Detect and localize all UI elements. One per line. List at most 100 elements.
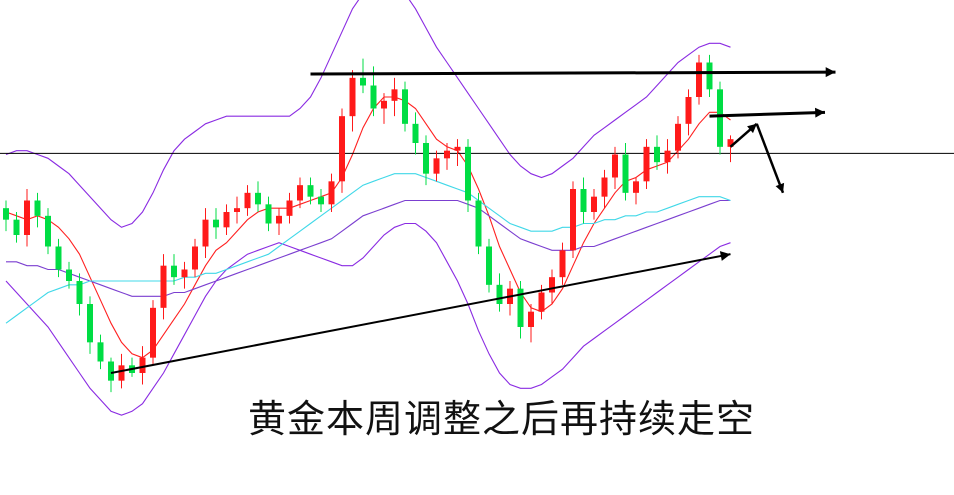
projection-segment bbox=[755, 123, 785, 194]
candle bbox=[517, 281, 524, 339]
arrow-head bbox=[775, 182, 785, 193]
candle-body bbox=[349, 77, 356, 117]
candle-body bbox=[118, 365, 125, 381]
candle-body bbox=[465, 146, 471, 201]
candle-body bbox=[34, 200, 41, 216]
candle-body bbox=[160, 265, 167, 308]
candle-body bbox=[307, 185, 314, 197]
candle bbox=[423, 135, 429, 186]
projection-arrow-1 bbox=[729, 122, 758, 148]
candle-body bbox=[559, 250, 566, 278]
candle-body bbox=[244, 192, 251, 209]
candle bbox=[580, 177, 587, 224]
candle-body bbox=[150, 307, 156, 358]
candle-body bbox=[24, 200, 30, 235]
candle-body bbox=[643, 146, 650, 182]
candle bbox=[339, 108, 345, 193]
candle-body bbox=[517, 288, 524, 327]
candle-body bbox=[549, 277, 555, 293]
candle-body bbox=[66, 269, 72, 281]
candle bbox=[97, 334, 104, 370]
candle-body bbox=[717, 89, 723, 147]
candle-body bbox=[171, 265, 177, 278]
moving-average-1 bbox=[5, 96, 731, 359]
candle bbox=[307, 177, 314, 205]
moving-averages bbox=[5, 96, 731, 359]
candle-body bbox=[486, 246, 492, 285]
candle-body bbox=[381, 100, 387, 109]
trendline-1 bbox=[110, 251, 731, 374]
candles bbox=[3, 54, 734, 393]
candle-body bbox=[675, 123, 681, 151]
candle bbox=[549, 269, 555, 304]
candle bbox=[685, 89, 692, 136]
candle-body bbox=[339, 116, 345, 182]
candle-body bbox=[370, 85, 377, 109]
candle bbox=[34, 192, 41, 228]
candle bbox=[160, 254, 167, 320]
candle bbox=[45, 208, 51, 255]
candle bbox=[706, 54, 713, 97]
candle bbox=[633, 177, 639, 205]
candle-body bbox=[601, 177, 608, 197]
candle bbox=[654, 135, 660, 170]
candle-body bbox=[622, 154, 629, 193]
annotation-text: 黄金本周调整之后再持续走空 bbox=[248, 397, 756, 441]
candle bbox=[570, 181, 576, 258]
candle bbox=[255, 181, 261, 212]
candle bbox=[150, 300, 156, 366]
candle bbox=[391, 77, 398, 117]
candle-body bbox=[727, 139, 734, 147]
candle bbox=[55, 238, 62, 278]
candle bbox=[622, 143, 629, 201]
candle-body bbox=[423, 143, 429, 174]
candle-body bbox=[391, 89, 398, 101]
candle-body bbox=[13, 219, 20, 235]
candle bbox=[3, 200, 9, 232]
candle-body bbox=[318, 196, 324, 205]
candle-body bbox=[286, 200, 293, 216]
candle-body bbox=[276, 215, 282, 224]
candle bbox=[13, 212, 20, 243]
candle-body bbox=[706, 62, 713, 90]
candle bbox=[328, 173, 335, 212]
candle-body bbox=[433, 158, 440, 174]
candle-body bbox=[192, 246, 198, 270]
candle-body bbox=[76, 281, 83, 304]
candle bbox=[318, 189, 324, 212]
candle-body bbox=[444, 150, 450, 159]
candle bbox=[213, 208, 219, 239]
candle bbox=[76, 273, 83, 316]
candle-body bbox=[3, 208, 9, 220]
candle-body bbox=[696, 62, 702, 97]
trendlines bbox=[110, 67, 836, 374]
candle bbox=[276, 208, 282, 235]
candle-body bbox=[664, 150, 671, 163]
candle bbox=[433, 150, 440, 182]
candle bbox=[507, 281, 513, 316]
candle-body bbox=[97, 342, 104, 362]
candle bbox=[465, 139, 471, 212]
candle bbox=[24, 189, 30, 247]
candle bbox=[727, 135, 734, 163]
candle-body bbox=[580, 189, 587, 212]
candle bbox=[349, 70, 356, 132]
arrow-head bbox=[825, 67, 836, 78]
trendline-segment bbox=[709, 110, 826, 118]
candle bbox=[412, 112, 419, 155]
candle-body bbox=[213, 219, 219, 228]
candle bbox=[297, 177, 303, 209]
arrow-head bbox=[815, 107, 825, 118]
candle bbox=[223, 204, 230, 235]
candle bbox=[244, 185, 251, 216]
candle bbox=[475, 192, 482, 255]
candle bbox=[528, 304, 534, 343]
candle-body bbox=[223, 212, 230, 228]
projection-arrow-2 bbox=[755, 123, 785, 194]
candle bbox=[265, 196, 272, 232]
trendline-2 bbox=[310, 67, 836, 78]
trendline-segment bbox=[110, 253, 731, 374]
arrow-head bbox=[719, 251, 731, 261]
candle bbox=[717, 81, 723, 155]
